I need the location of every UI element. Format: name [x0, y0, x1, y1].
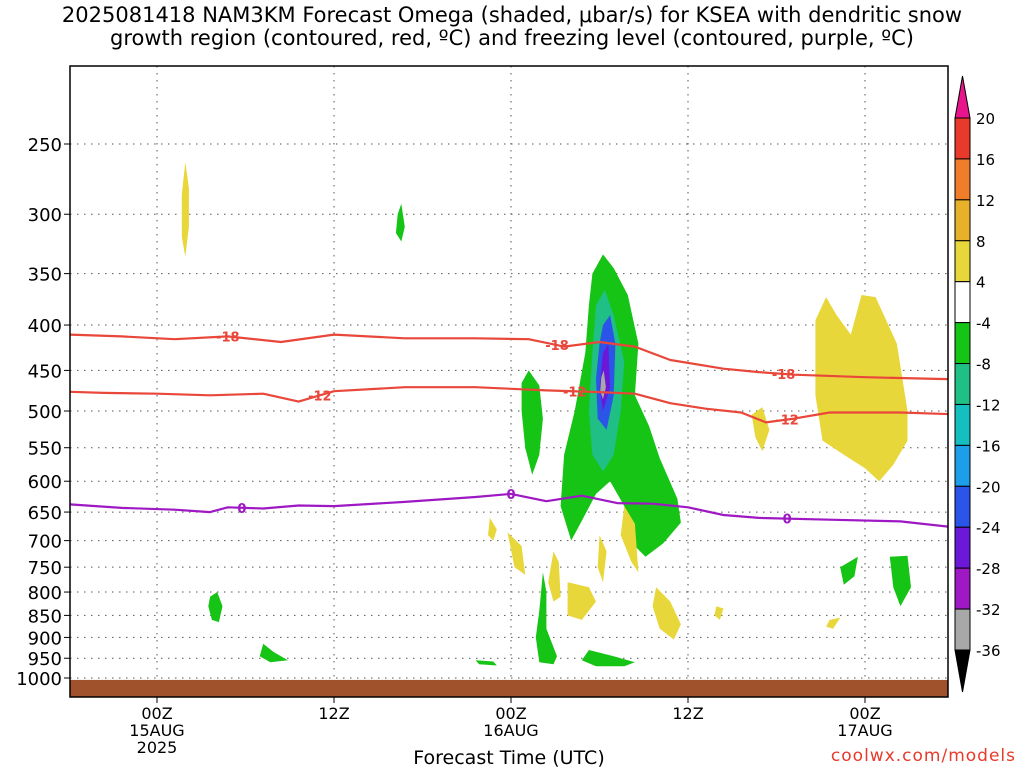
omega-region — [259, 643, 288, 663]
colorbar-segment — [954, 403, 971, 446]
y-tick-label: 800 — [28, 583, 62, 604]
omega-region — [548, 551, 561, 602]
y-tick-label: 500 — [28, 402, 62, 423]
terrain — [70, 679, 948, 697]
y-tick-label: 750 — [28, 558, 62, 579]
colorbar-arrow-top — [954, 75, 971, 119]
omega-region — [714, 606, 724, 620]
colorbar-segment — [954, 526, 971, 569]
colorbar-label: -20 — [976, 478, 1001, 496]
omega-region — [488, 517, 497, 541]
colorbar-arrow-bottom — [954, 649, 971, 693]
plot-area: -18 -18 -18 -12 -12 -12 0 0 0 — [70, 66, 948, 697]
chart-title: 2025081418 NAM3KM Forecast Omega (shaded… — [61, 3, 963, 50]
omega-region — [597, 535, 607, 583]
omega-region — [889, 555, 911, 607]
colorbar-label: -32 — [976, 601, 1001, 619]
y-tick-label: 300 — [28, 205, 62, 226]
y-tick-label: 950 — [28, 649, 62, 670]
y-tick-label: 600 — [28, 472, 62, 493]
y-tick-label: 450 — [28, 361, 62, 382]
colorbar-label: -8 — [976, 356, 991, 374]
omega-region — [507, 532, 526, 575]
omega-region — [208, 592, 223, 623]
colorbar-segment — [954, 444, 971, 487]
omega-region — [652, 587, 681, 640]
x-tick-label: 2025 — [137, 738, 178, 757]
contour-label: -12 — [775, 414, 799, 429]
omega-region — [826, 617, 841, 629]
y-tick-label: 250 — [28, 135, 62, 156]
omega-region — [475, 660, 497, 666]
colorbar: 20 16 12 8 4 -4 -8 -12 -16 -20 -24 -28 -32 -36 — [954, 75, 1001, 693]
colorbar-segment — [954, 240, 971, 283]
x-tick-label: 15AUG — [129, 721, 184, 740]
x-axis-label: Forecast Time (UTC) — [413, 747, 604, 768]
colorbar-label: 12 — [976, 192, 995, 210]
x-tick-label: 00Z — [495, 704, 526, 723]
omega-region — [581, 650, 635, 667]
colorbar-segment — [954, 281, 971, 324]
y-tick-label: 700 — [28, 532, 62, 553]
colorbar-segment — [954, 567, 971, 610]
x-tick-label: 16AUG — [483, 721, 538, 740]
contour-label: 0 — [783, 513, 792, 528]
colorbar-label: -36 — [976, 642, 1001, 660]
colorbar-label: 20 — [976, 110, 995, 128]
y-tick-label: 1000 — [16, 669, 62, 690]
colorbar-label: -12 — [976, 396, 1001, 414]
x-tick-label: 12Z — [672, 704, 703, 723]
contour-label: -12 — [563, 385, 587, 400]
omega-region — [181, 162, 189, 257]
colorbar-label: -4 — [976, 315, 991, 333]
contour-line — [70, 386, 948, 424]
y-tick-label: 650 — [28, 503, 62, 524]
colorbar-segment — [954, 199, 971, 242]
colorbar-label: -28 — [976, 560, 1001, 578]
omega-region — [521, 370, 543, 475]
colorbar-label: 16 — [976, 151, 995, 169]
contour-label: -18 — [545, 339, 569, 354]
colorbar-label: -16 — [976, 437, 1001, 455]
contour-label: 0 — [506, 488, 515, 503]
colorbar-segment — [954, 608, 971, 651]
plot-frame — [69, 65, 949, 698]
x-tick-label: 17AUG — [837, 721, 892, 740]
contour-label: -18 — [772, 368, 796, 383]
colorbar-label: 8 — [976, 233, 986, 251]
y-tick-label: 400 — [28, 316, 62, 337]
credit-text: coolwx.com/models — [830, 746, 1016, 766]
omega-region — [395, 203, 405, 242]
colorbar-segment — [954, 117, 971, 160]
y-tick-label: 850 — [28, 606, 62, 627]
colorbar-segment — [954, 322, 971, 365]
omega-region — [620, 506, 639, 573]
omega-region — [751, 407, 770, 452]
colorbar-segment — [954, 485, 971, 528]
colorbar-label: -24 — [976, 519, 1001, 537]
colorbar-segment — [954, 158, 971, 201]
omega-region — [535, 572, 557, 665]
contour-label: -18 — [216, 330, 240, 345]
x-tick-label: 00Z — [849, 704, 880, 723]
colorbar-segment — [954, 363, 971, 405]
y-tick-label: 900 — [28, 628, 62, 649]
contour-line — [70, 333, 948, 381]
x-tick-label: 00Z — [141, 704, 172, 723]
omega-region — [567, 582, 596, 620]
contour-line — [70, 492, 948, 528]
y-tick-label: 350 — [28, 265, 62, 286]
contour-label: 0 — [237, 502, 246, 517]
omega-region — [840, 556, 858, 585]
contour-label: -12 — [308, 389, 332, 404]
y-tick-label: 550 — [28, 439, 62, 460]
omega-region — [815, 295, 908, 482]
colorbar-label: 4 — [976, 274, 986, 292]
x-tick-label: 12Z — [318, 704, 349, 723]
